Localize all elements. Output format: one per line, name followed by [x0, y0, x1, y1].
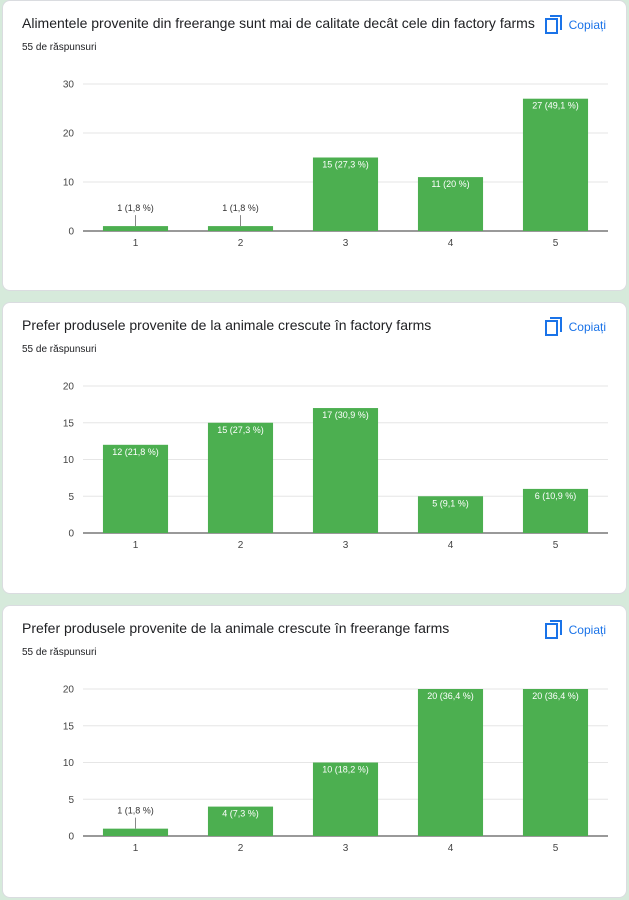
copy-icon [544, 317, 562, 336]
copy-label: Copiați [568, 320, 606, 334]
data-label: 10 (18,2 %) [322, 765, 369, 775]
bar [102, 828, 169, 836]
y-tick-label: 5 [68, 492, 74, 503]
question-title: Prefer produsele provenite de la animale… [22, 620, 450, 636]
bar [312, 157, 379, 231]
y-tick-label: 0 [68, 832, 74, 843]
copy-icon [544, 620, 562, 639]
y-tick-label: 15 [63, 721, 75, 732]
chart-card-2: Prefer produsele provenite de la animale… [2, 302, 627, 594]
y-tick-label: 10 [63, 455, 75, 466]
bar [312, 762, 379, 836]
bar [207, 226, 274, 231]
data-label: 15 (27,3 %) [217, 425, 264, 435]
bar-chart: 0 5 10 15 20 12 (21,8 %) 1 15 (27,3 %) 2 17 (30,9… [63, 382, 608, 551]
x-tick-label: 5 [553, 843, 559, 854]
x-tick-label: 3 [343, 540, 349, 551]
question-title: Alimentele provenite din freerange sunt … [22, 15, 535, 31]
response-count: 55 de răspunsuri [22, 647, 97, 658]
data-label: 20 (36,4 %) [532, 691, 579, 701]
data-label: 1 (1,8 %) [117, 806, 154, 816]
bar [207, 806, 274, 836]
x-tick-label: 1 [133, 540, 139, 551]
y-tick-label: 10 [63, 178, 75, 189]
y-tick-label: 20 [63, 129, 75, 140]
response-count: 55 de răspunsuri [22, 344, 97, 355]
bar [312, 408, 379, 533]
copy-button[interactable]: Copiați [544, 618, 606, 642]
copy-button[interactable]: Copiați [544, 315, 606, 339]
data-label: 1 (1,8 %) [117, 203, 154, 213]
bar [417, 177, 484, 231]
bar [522, 98, 589, 231]
copy-label: Copiați [568, 623, 606, 637]
x-tick-label: 1 [133, 238, 139, 249]
y-tick-label: 5 [68, 795, 74, 806]
copy-icon [544, 15, 562, 34]
y-tick-label: 0 [68, 227, 74, 238]
data-label: 17 (30,9 %) [322, 410, 369, 420]
data-label: 11 (20 %) [431, 179, 469, 189]
x-tick-label: 4 [448, 540, 454, 551]
data-label: 6 (10,9 %) [535, 491, 577, 501]
x-tick-label: 3 [343, 238, 349, 249]
data-label: 4 (7,3 %) [222, 809, 259, 819]
bar-chart: 0 5 10 15 20 1 (1,8 %) 1 4 (7,3 %) 2 10 (18,2 %) 3… [63, 685, 608, 854]
copy-label: Copiați [568, 18, 606, 32]
question-title: Prefer produsele provenite de la animale… [22, 317, 432, 333]
bar [417, 496, 484, 533]
bar [417, 689, 484, 836]
bar [522, 488, 589, 533]
data-label: 12 (21,8 %) [112, 447, 159, 457]
x-tick-label: 2 [238, 238, 244, 249]
x-tick-label: 3 [343, 843, 349, 854]
bar [207, 422, 274, 533]
y-tick-label: 15 [63, 418, 75, 429]
copy-button[interactable]: Copiați [544, 13, 606, 37]
x-tick-label: 1 [133, 843, 139, 854]
data-label: 5 (9,1 %) [432, 498, 469, 508]
data-label: 27 (49,1 %) [532, 101, 579, 111]
y-tick-label: 20 [63, 685, 75, 696]
y-tick-label: 30 [63, 80, 75, 91]
bar [102, 444, 169, 533]
data-label: 1 (1,8 %) [222, 203, 259, 213]
chart-card-1: Alimentele provenite din freerange sunt … [2, 0, 627, 291]
x-tick-label: 5 [553, 238, 559, 249]
data-label: 20 (36,4 %) [427, 691, 474, 701]
y-tick-label: 10 [63, 758, 75, 769]
x-tick-label: 4 [448, 238, 454, 249]
response-count: 55 de răspunsuri [22, 42, 97, 53]
x-tick-label: 5 [553, 540, 559, 551]
bar [102, 226, 169, 231]
bar [522, 689, 589, 836]
y-tick-label: 0 [68, 529, 74, 540]
data-label: 15 (27,3 %) [322, 160, 369, 170]
chart-card-3: Prefer produsele provenite de la animale… [2, 605, 627, 898]
bar-chart: 0 10 20 30 1 (1,8 %) 1 1 (1,8 %) 2 15 (27,3 %) 3 1… [63, 80, 608, 249]
x-tick-label: 4 [448, 843, 454, 854]
y-tick-label: 20 [63, 382, 75, 393]
x-tick-label: 2 [238, 843, 244, 854]
x-tick-label: 2 [238, 540, 244, 551]
